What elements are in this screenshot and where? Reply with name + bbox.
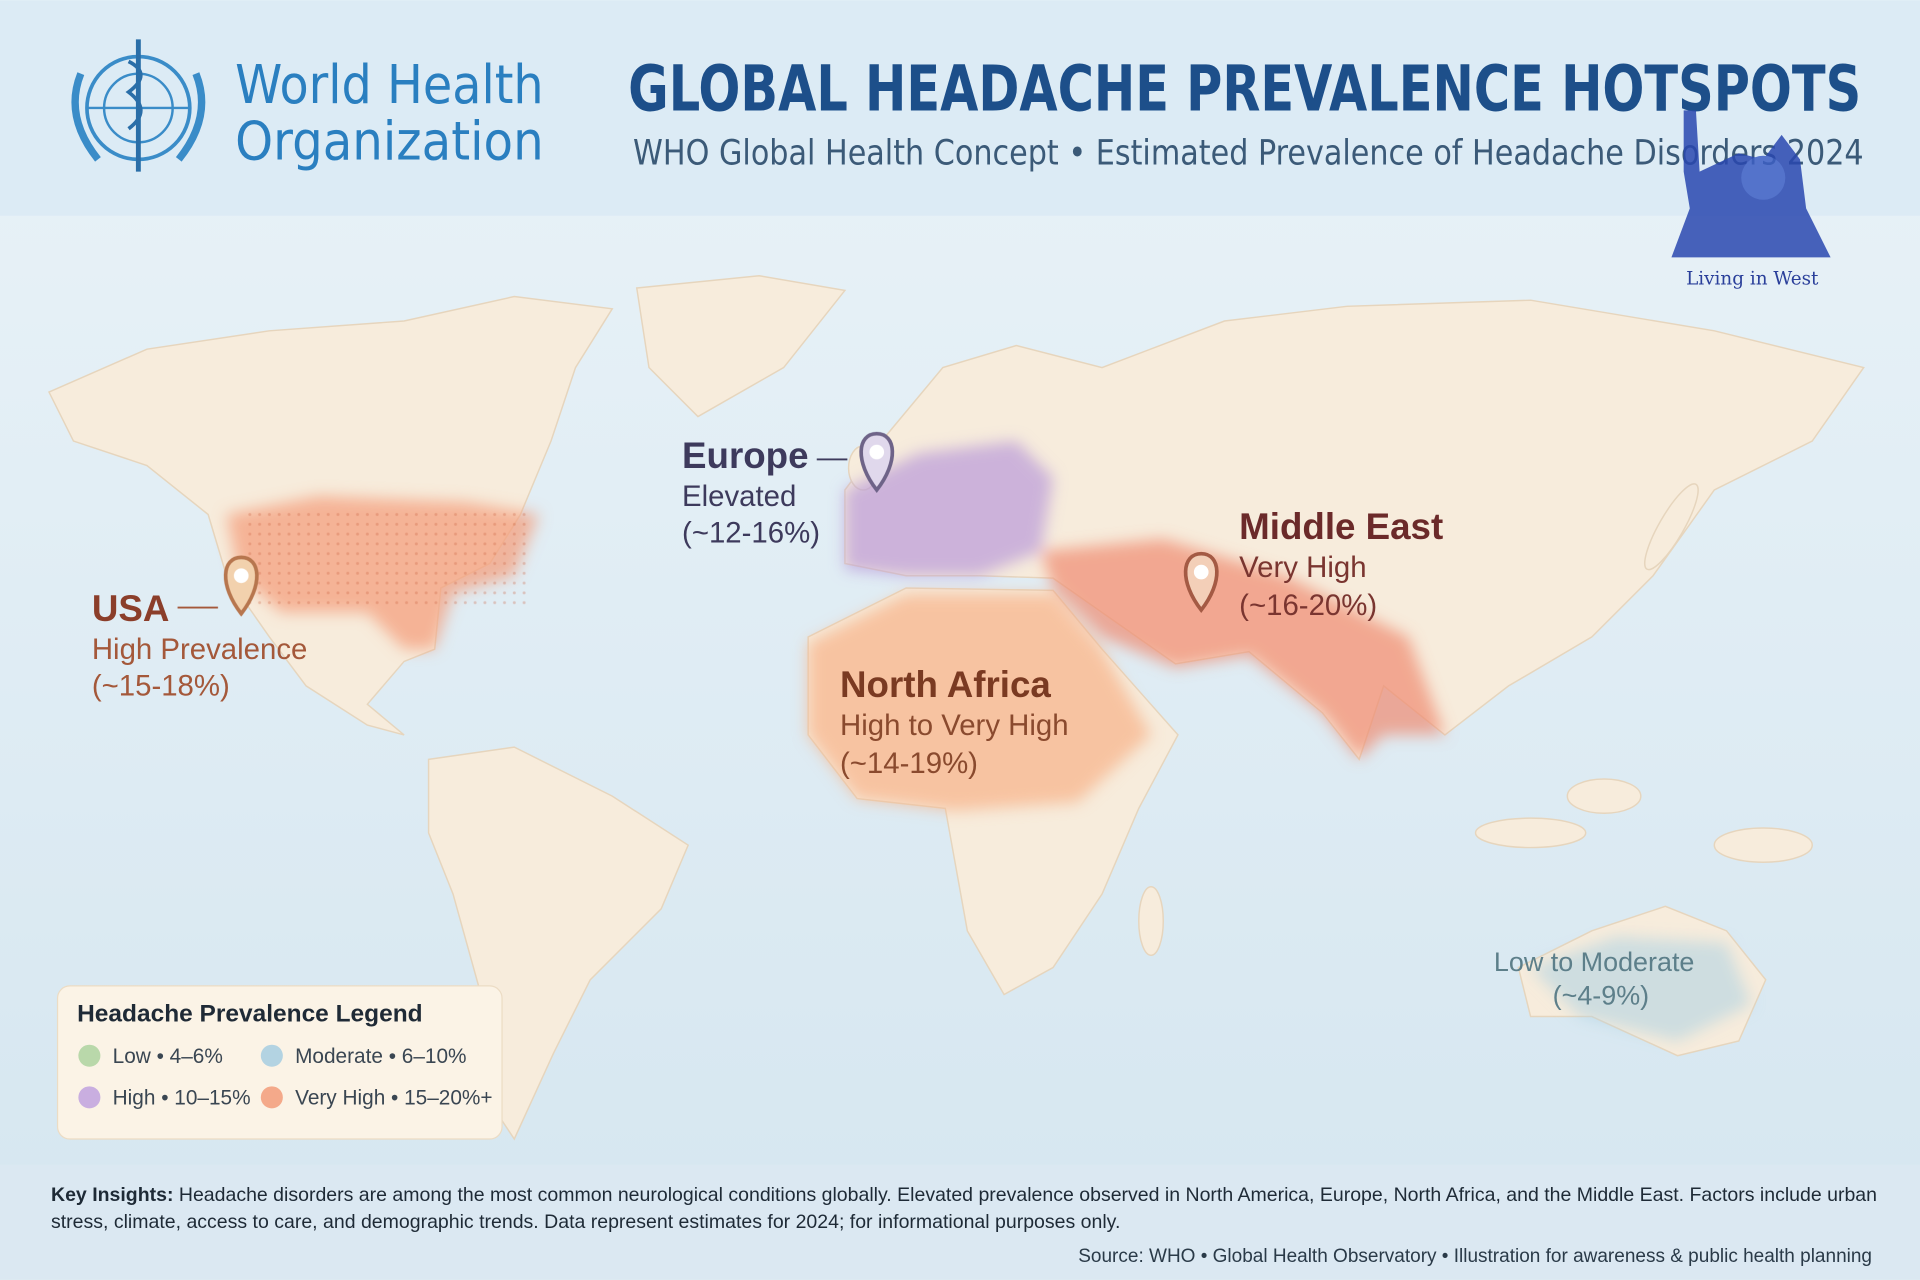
region-range: (~14-19%) <box>840 747 978 780</box>
footer: Key Insights: Headache disorders are amo… <box>0 1165 1920 1280</box>
insights-label: Key Insights: <box>51 1184 174 1206</box>
japan <box>1644 483 1699 571</box>
header-band <box>0 0 1920 216</box>
legend-swatch <box>260 1086 283 1109</box>
legend-title: Headache Prevalence Legend <box>77 1000 422 1027</box>
legend-label: High • 10–15% <box>113 1087 251 1110</box>
source: Source: WHO • Global Health Observatory … <box>1078 1246 1872 1267</box>
middle-east-overlay <box>1040 538 1445 760</box>
greenland <box>635 274 847 418</box>
pin-europe <box>859 431 895 493</box>
org-name: Organization <box>235 109 544 172</box>
region-level: High to Very High <box>840 709 1069 742</box>
region-name: Middle East <box>1239 506 1443 547</box>
title: GLOBAL HEADACHE PREVALENCE HOTSPOTS <box>628 52 1861 126</box>
region-level: Low to Moderate <box>1494 947 1695 977</box>
prevalence-overlays <box>226 441 1752 1042</box>
key-insights: Key Insights: Headache disorders are amo… <box>51 1182 1880 1236</box>
insights-text: Headache disorders are among the most co… <box>51 1184 1877 1233</box>
legend-swatch <box>260 1044 283 1067</box>
australia-overlay <box>1530 936 1752 1042</box>
legend-swatch <box>78 1044 101 1067</box>
new-guinea <box>1713 827 1813 863</box>
usa-dots <box>244 508 527 607</box>
region-level: High Prevalence <box>92 633 308 666</box>
region-level: Very High <box>1239 551 1366 584</box>
region-name: North Africa <box>840 664 1051 705</box>
indonesia <box>1474 817 1587 849</box>
region-name: Europe <box>682 435 809 476</box>
pins <box>177 431 1219 617</box>
pin-middle-east <box>1183 551 1219 613</box>
org-name: World Health <box>235 53 544 116</box>
region-labels: USA High Prevalence (~15-18%) Europe Ele… <box>92 435 1695 1010</box>
legend: Headache Prevalence Legend Low • 4–6% Mod… <box>56 985 503 1140</box>
north-africa-overlay <box>808 594 1152 811</box>
europe-overlay <box>844 441 1054 576</box>
who-logo <box>71 39 206 172</box>
legend-label: Low • 4–6% <box>113 1045 223 1068</box>
madagascar <box>1138 886 1164 957</box>
region-range: (~12-16%) <box>682 517 820 550</box>
region-range: (~15-18%) <box>92 670 230 703</box>
subtitle: WHO Global Health Concept • Estimated Pr… <box>633 133 1864 173</box>
region-level: Elevated <box>682 480 796 513</box>
region-range: (~16-20%) <box>1239 589 1377 622</box>
legend-label: Moderate • 6–10% <box>295 1045 466 1068</box>
pin-usa <box>223 555 259 617</box>
region-name: USA <box>92 588 170 629</box>
footer-band <box>0 1164 1920 1280</box>
legend-swatch <box>78 1086 101 1109</box>
watermark-text: Living in West <box>1686 268 1819 289</box>
region-range: (~4-9%) <box>1553 980 1650 1010</box>
legend-label: Very High • 15–20%+ <box>295 1087 492 1110</box>
borneo <box>1566 778 1642 814</box>
